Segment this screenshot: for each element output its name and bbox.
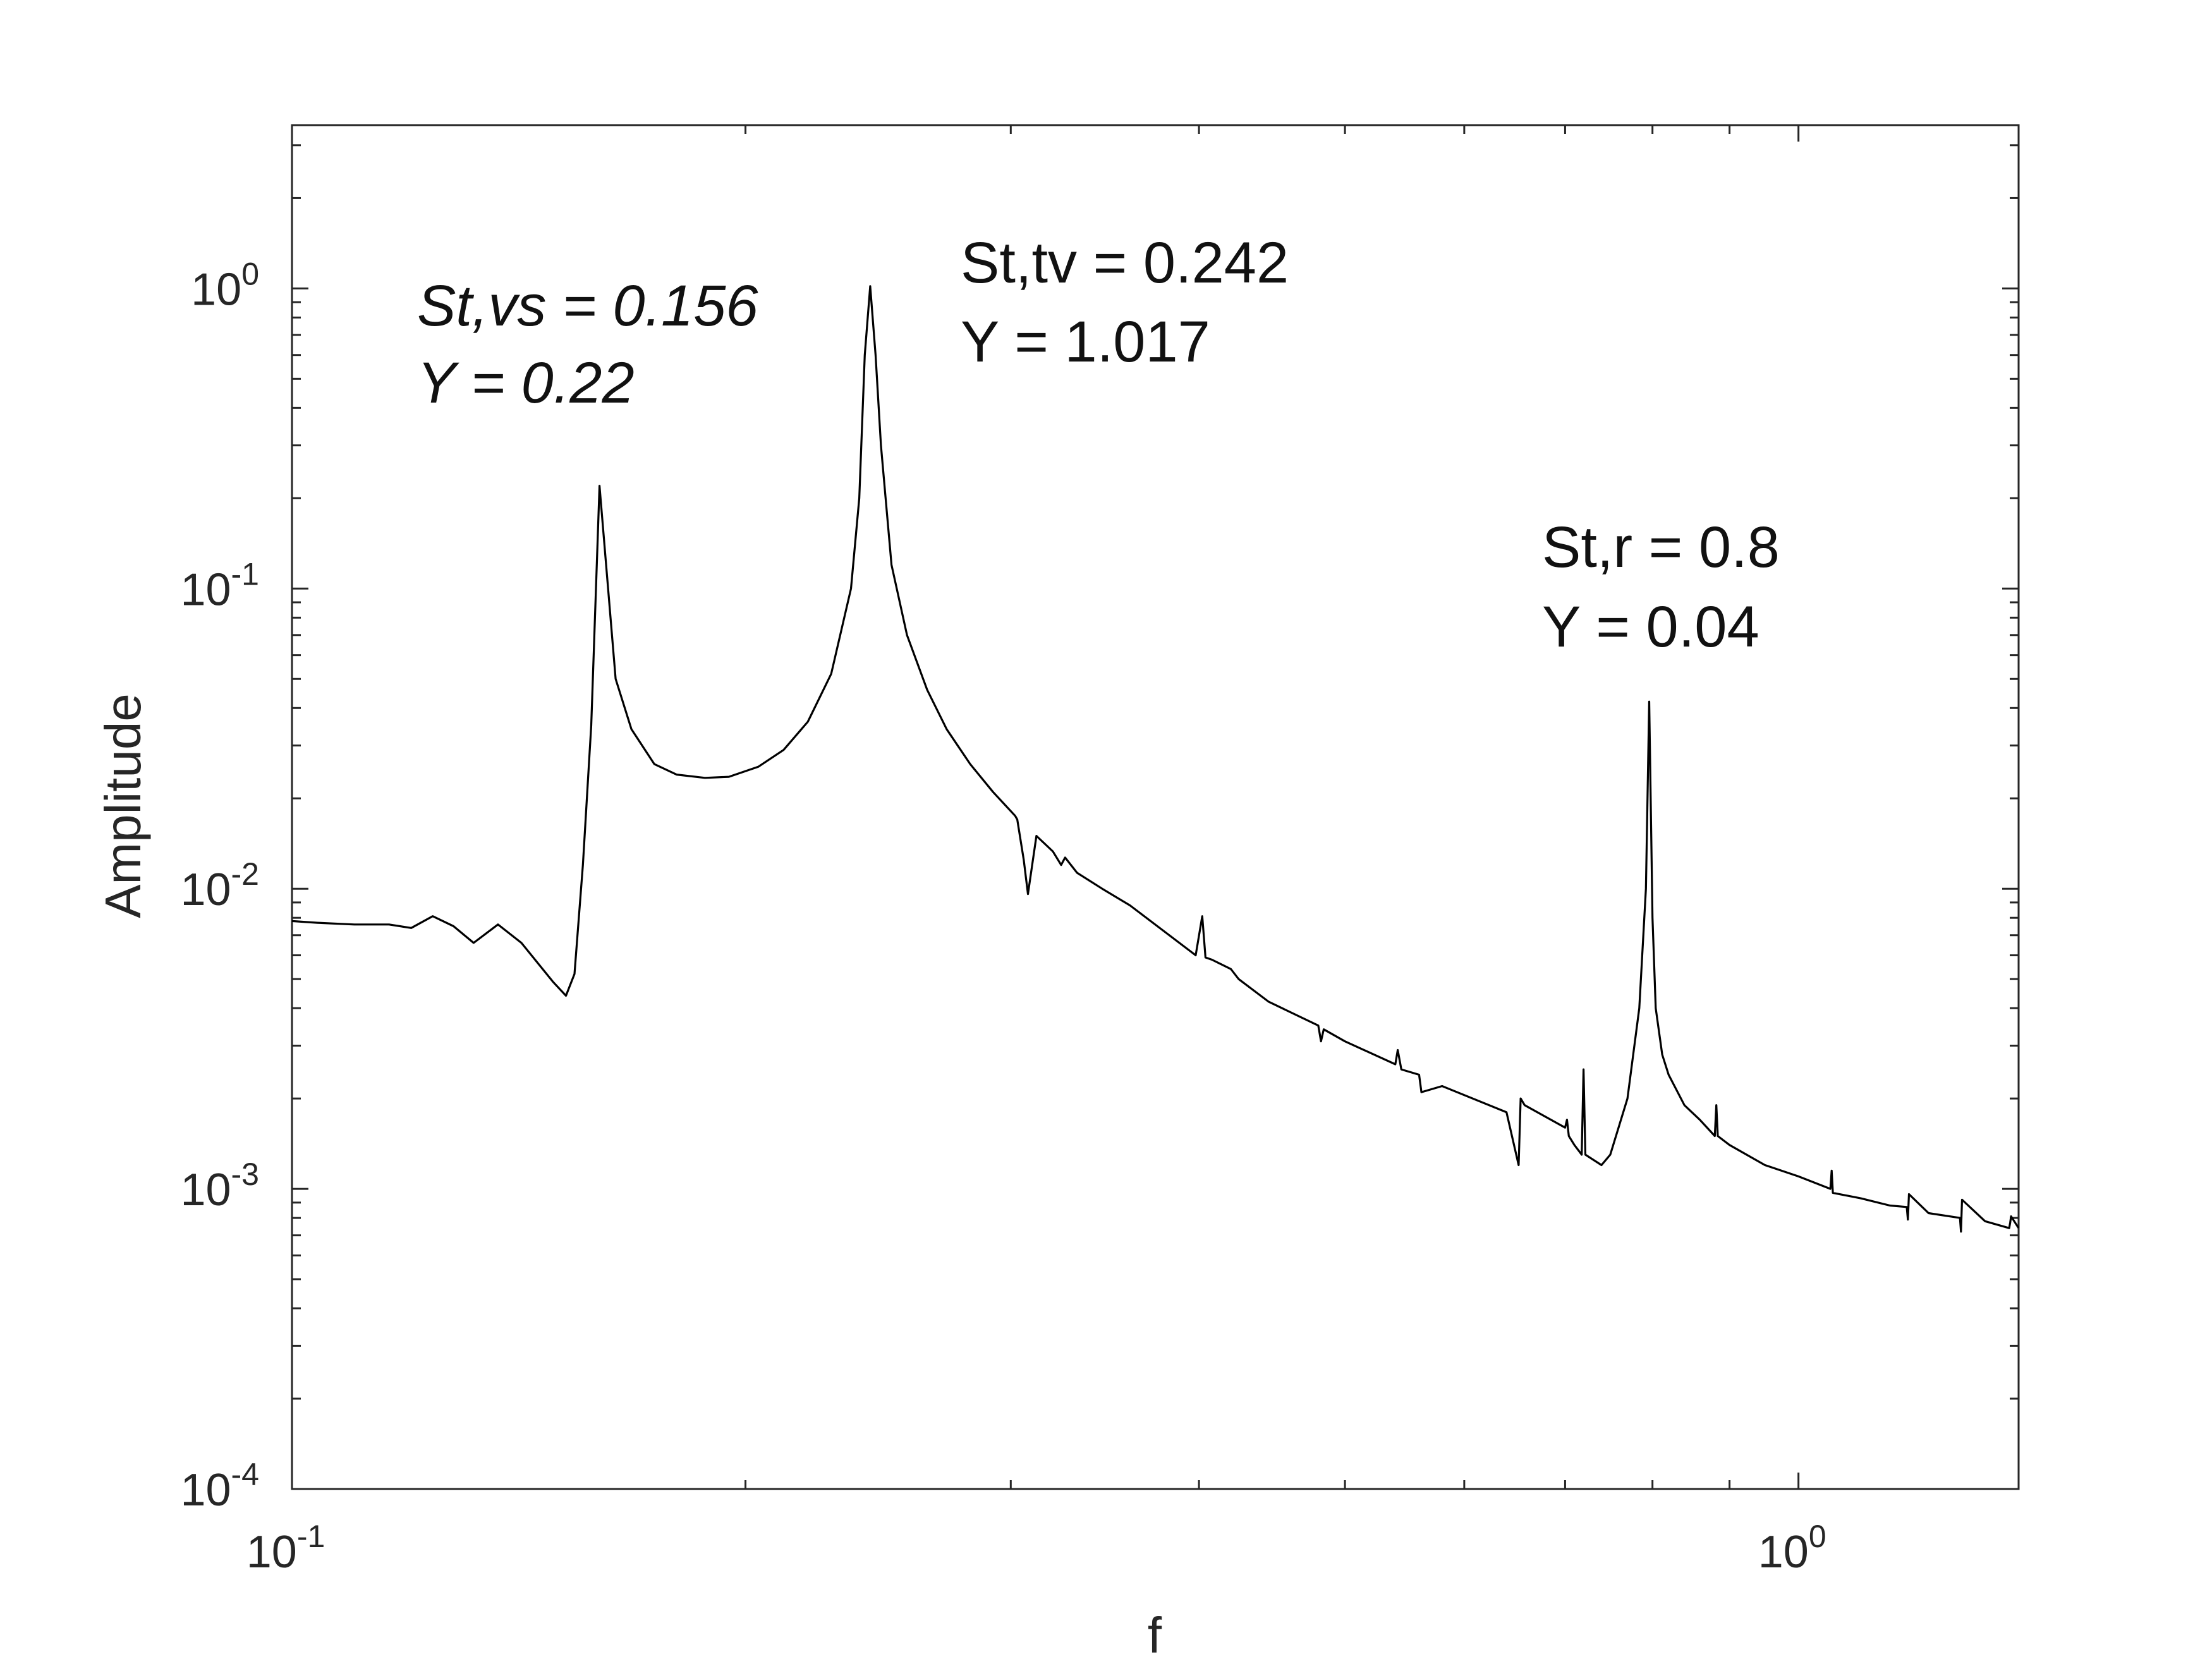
plot-frame	[291, 124, 2020, 1490]
annotation-line2: Y = 0.04	[1542, 595, 1759, 659]
x-tick-label: 10-1	[246, 1519, 325, 1577]
annotation-line1: St,r = 0.8	[1542, 515, 1780, 580]
y-tick-label: 10-1	[180, 556, 259, 615]
y-tick-label: 10-2	[180, 856, 259, 915]
x-axis-label: f	[1148, 1607, 1162, 1659]
annotation-line2: Y = 1.017	[961, 310, 1210, 374]
y-axis: 100 10-1 10-2 10-3 10-4	[180, 144, 2019, 1516]
y-tick-label: 100	[191, 256, 259, 315]
x-tick-label: 100	[1758, 1519, 1826, 1577]
plot-area	[291, 124, 2020, 1490]
annotation-line2: Y = 0.22	[417, 351, 635, 415]
x-axis: 10-1 100	[246, 125, 1826, 1577]
y-axis-label: Amplitude	[95, 693, 151, 918]
annotation-line1: St,vs = 0.156	[417, 274, 758, 338]
annotation-line1: St,tv = 0.242	[961, 231, 1289, 295]
spectrum-line	[291, 285, 2020, 1233]
y-tick-label: 10-4	[180, 1457, 259, 1516]
axis-labels: f Amplitude	[95, 693, 1162, 1659]
series-layer	[291, 285, 2020, 1233]
annotations: St,vs = 0.156 Y = 0.22 St,tv = 0.242 Y = 1.…	[417, 231, 1780, 659]
y-tick-label: 10-3	[180, 1157, 259, 1215]
